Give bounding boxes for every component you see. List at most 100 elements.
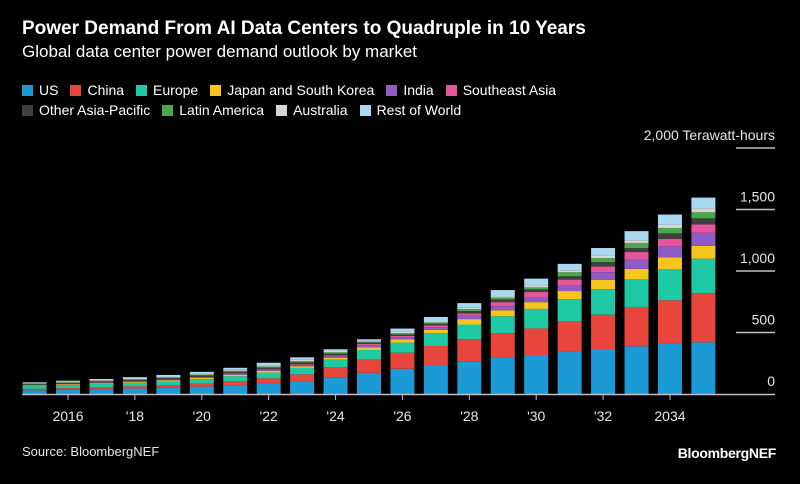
chart-subtitle: Global data center power demand outlook … — [22, 42, 418, 61]
y-tick-label: 1,500 — [740, 189, 775, 205]
bar-segment-us-2023 — [290, 381, 315, 394]
bar-segment-other-asia-pacific-2031 — [557, 276, 582, 280]
bar-segment-latin-america-2020 — [189, 374, 214, 376]
bar-segment-australia-2028 — [457, 307, 482, 310]
x-tick-label: 2016 — [52, 408, 83, 424]
bar-segment-australia-2026 — [390, 331, 415, 334]
bar-segment-other-asia-pacific-2027 — [423, 323, 448, 326]
bar-segment-china-2032 — [591, 314, 616, 349]
bar-segment-europe-2017 — [89, 384, 114, 388]
bar-segment-china-2022 — [256, 378, 281, 384]
bar-segment-japan-and-south-korea-2026 — [390, 339, 415, 343]
bar-segment-europe-2015 — [22, 386, 47, 389]
bar-segment-japan-and-south-korea-2016 — [56, 384, 81, 386]
bar-segment-us-2032 — [591, 348, 616, 394]
legend-swatch — [276, 105, 288, 116]
bar-segment-southeast-asia-2028 — [457, 313, 482, 316]
bar-segment-latin-america-2024 — [323, 352, 348, 354]
legend-label: Rest of World — [376, 102, 462, 118]
legend-item: Southeast Asia — [445, 80, 556, 100]
bar-segment-india-2021 — [223, 374, 248, 375]
y-tick-label: 1,000 — [740, 250, 775, 266]
bar-segment-us-2030 — [524, 355, 549, 394]
bar-segment-other-asia-pacific-2019 — [156, 378, 181, 380]
bar-segment-europe-2035 — [691, 258, 716, 294]
bar-segment-europe-2023 — [290, 367, 315, 375]
bar-segment-europe-2022 — [256, 372, 281, 379]
bar-segment-southeast-asia-2026 — [390, 335, 415, 338]
bar-segment-us-2017 — [89, 389, 114, 394]
bar-segment-japan-and-south-korea-2018 — [122, 381, 147, 383]
source-note: Source: BloombergNEF — [22, 444, 160, 459]
bar-segment-latin-america-2028 — [457, 309, 482, 312]
bar-segment-latin-america-2025 — [357, 341, 381, 343]
bar-segment-latin-america-2016 — [56, 382, 81, 384]
bar-segment-japan-and-south-korea-2015 — [22, 385, 47, 387]
bar-segment-australia-2024 — [323, 350, 348, 353]
bar-segment-us-2029 — [490, 357, 515, 394]
bar-segment-china-2020 — [189, 383, 214, 387]
bar-segment-us-2027 — [423, 365, 448, 394]
bar-segment-rest-of-world-2023 — [290, 357, 315, 360]
bar-segment-us-2022 — [256, 383, 281, 394]
bar-segment-latin-america-2018 — [122, 379, 147, 380]
bar-segment-other-asia-pacific-2022 — [256, 367, 281, 370]
bar-segment-rest-of-world-2034 — [657, 214, 682, 225]
bar-segment-india-2025 — [357, 345, 381, 348]
bar-segment-china-2016 — [56, 388, 81, 390]
bar-segment-rest-of-world-2025 — [357, 339, 381, 341]
bar-segment-other-asia-pacific-2025 — [357, 342, 381, 344]
bar-segment-europe-2033 — [624, 278, 649, 307]
bar-segment-rest-of-world-2022 — [256, 362, 281, 366]
bar-segment-rest-of-world-2033 — [624, 231, 649, 241]
bar-segment-other-asia-pacific-2034 — [657, 233, 682, 239]
bar-segment-other-asia-pacific-2033 — [624, 247, 649, 253]
bar-segment-us-2034 — [657, 343, 682, 394]
bar-segment-china-2019 — [156, 385, 181, 388]
bar-segment-rest-of-world-2017 — [89, 378, 114, 381]
bar-segment-australia-2020 — [189, 373, 214, 375]
bar-segment-other-asia-pacific-2016 — [56, 383, 81, 384]
bar-segment-europe-2030 — [524, 308, 549, 329]
bar-segment-europe-2031 — [557, 299, 582, 322]
x-tick-label: '24 — [326, 408, 344, 424]
bar-segment-rest-of-world-2021 — [223, 367, 248, 370]
bar-segment-rest-of-world-2035 — [691, 197, 716, 209]
bar-segment-india-2031 — [557, 285, 582, 292]
bar-segment-latin-america-2021 — [223, 370, 248, 372]
bar-segment-australia-2032 — [591, 255, 616, 259]
bar-segment-latin-america-2022 — [256, 366, 281, 368]
legend-swatch — [22, 105, 33, 116]
bar-segment-china-2021 — [223, 381, 248, 386]
bar-segment-china-2035 — [691, 293, 716, 343]
legend-item: Europe — [136, 80, 198, 100]
y-tick-label: 500 — [752, 312, 776, 328]
legend-item: Rest of World — [359, 100, 462, 120]
bar-segment-rest-of-world-2030 — [524, 278, 549, 286]
bar-segment-india-2026 — [390, 337, 415, 340]
x-tick-label: '22 — [260, 408, 278, 424]
legend-item: Other Asia-Pacific — [22, 100, 150, 120]
bar-segment-australia-2033 — [624, 240, 649, 243]
bar-segment-europe-2018 — [122, 382, 147, 387]
bar-segment-latin-america-2034 — [657, 227, 682, 234]
legend-swatch — [359, 105, 371, 116]
bar-segment-southeast-asia-2029 — [490, 302, 515, 307]
bar-segment-india-2030 — [524, 297, 549, 303]
bar-segment-us-2016 — [56, 389, 81, 394]
bar-segment-japan-and-south-korea-2025 — [357, 347, 381, 350]
bar-segment-japan-and-south-korea-2033 — [624, 268, 649, 279]
bar-segment-other-asia-pacific-2017 — [89, 381, 114, 383]
bar-segment-southeast-asia-2025 — [357, 343, 381, 346]
bar-segment-southeast-asia-2021 — [223, 373, 248, 375]
bar-segment-china-2026 — [390, 352, 415, 369]
bar-segment-other-asia-pacific-2021 — [223, 371, 248, 374]
legend-label: Latin America — [179, 102, 265, 118]
bar-segment-australia-2025 — [357, 340, 381, 342]
bar-segment-us-2028 — [457, 361, 482, 394]
bar-segment-europe-2021 — [223, 376, 248, 382]
bar-segment-japan-and-south-korea-2020 — [189, 377, 214, 380]
bar-segment-japan-and-south-korea-2030 — [524, 302, 549, 309]
bar-segment-japan-and-south-korea-2031 — [557, 291, 582, 300]
